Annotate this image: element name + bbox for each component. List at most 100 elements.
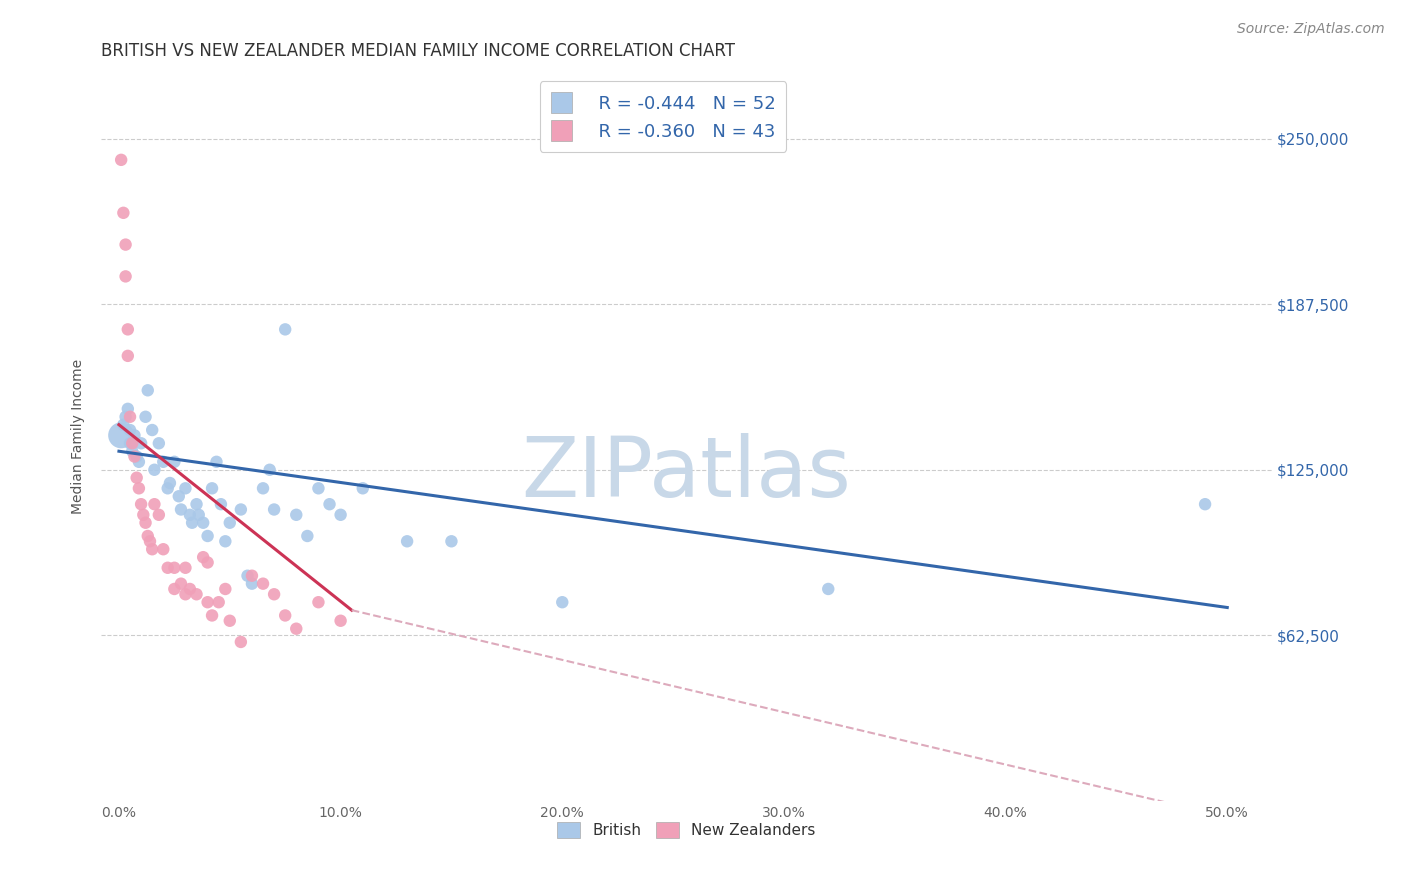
- Point: [187, 508, 209, 522]
- Point: [193, 550, 215, 565]
- Point: [163, 455, 186, 469]
- Point: [186, 587, 208, 601]
- Point: [156, 481, 179, 495]
- Point: [252, 481, 274, 495]
- Point: [114, 269, 136, 284]
- Point: [139, 534, 162, 549]
- Point: [141, 423, 163, 437]
- Point: [285, 508, 308, 522]
- Point: [214, 534, 236, 549]
- Point: [307, 481, 329, 495]
- Point: [118, 423, 141, 437]
- Point: [240, 568, 263, 582]
- Point: [110, 153, 132, 167]
- Point: [135, 409, 157, 424]
- Point: [274, 322, 297, 336]
- Point: [128, 455, 150, 469]
- Point: [201, 481, 224, 495]
- Point: [186, 497, 208, 511]
- Point: [135, 516, 157, 530]
- Point: [136, 384, 159, 398]
- Point: [112, 206, 135, 220]
- Point: [148, 436, 170, 450]
- Legend: British, New Zealanders: British, New Zealanders: [551, 816, 823, 844]
- Point: [197, 529, 219, 543]
- Point: [152, 455, 174, 469]
- Point: [129, 436, 152, 450]
- Point: [218, 516, 240, 530]
- Point: [551, 595, 574, 609]
- Point: [124, 450, 146, 464]
- Point: [132, 508, 155, 522]
- Point: [110, 428, 132, 442]
- Point: [128, 481, 150, 495]
- Point: [201, 608, 224, 623]
- Point: [174, 587, 197, 601]
- Point: [297, 529, 319, 543]
- Point: [274, 608, 297, 623]
- Text: ZIPatlas: ZIPatlas: [522, 433, 852, 514]
- Text: Source: ZipAtlas.com: Source: ZipAtlas.com: [1237, 22, 1385, 37]
- Point: [129, 497, 152, 511]
- Point: [318, 497, 340, 511]
- Point: [205, 455, 228, 469]
- Point: [209, 497, 232, 511]
- Point: [285, 622, 308, 636]
- Point: [229, 635, 252, 649]
- Point: [118, 436, 141, 450]
- Point: [167, 489, 190, 503]
- Point: [174, 561, 197, 575]
- Point: [143, 497, 166, 511]
- Point: [117, 401, 139, 416]
- Point: [197, 556, 219, 570]
- Point: [193, 516, 215, 530]
- Point: [136, 529, 159, 543]
- Point: [259, 463, 281, 477]
- Point: [170, 502, 193, 516]
- Point: [352, 481, 374, 495]
- Point: [208, 595, 231, 609]
- Point: [148, 508, 170, 522]
- Point: [112, 417, 135, 432]
- Point: [156, 561, 179, 575]
- Point: [1194, 497, 1216, 511]
- Point: [114, 409, 136, 424]
- Point: [236, 568, 259, 582]
- Y-axis label: Median Family Income: Median Family Income: [72, 359, 86, 514]
- Point: [117, 322, 139, 336]
- Point: [125, 471, 148, 485]
- Point: [440, 534, 463, 549]
- Point: [179, 582, 201, 596]
- Point: [163, 582, 186, 596]
- Point: [143, 463, 166, 477]
- Point: [159, 475, 181, 490]
- Point: [240, 576, 263, 591]
- Point: [141, 542, 163, 557]
- Point: [179, 508, 201, 522]
- Point: [125, 450, 148, 464]
- Point: [181, 516, 204, 530]
- Point: [396, 534, 419, 549]
- Point: [329, 614, 352, 628]
- Point: [117, 349, 139, 363]
- Point: [263, 502, 285, 516]
- Point: [214, 582, 236, 596]
- Point: [121, 444, 143, 458]
- Point: [163, 561, 186, 575]
- Point: [114, 237, 136, 252]
- Point: [229, 502, 252, 516]
- Point: [124, 428, 146, 442]
- Point: [121, 436, 143, 450]
- Point: [118, 409, 141, 424]
- Point: [817, 582, 839, 596]
- Point: [218, 614, 240, 628]
- Point: [152, 542, 174, 557]
- Point: [252, 576, 274, 591]
- Point: [329, 508, 352, 522]
- Point: [197, 595, 219, 609]
- Point: [170, 576, 193, 591]
- Point: [263, 587, 285, 601]
- Point: [174, 481, 197, 495]
- Point: [307, 595, 329, 609]
- Text: BRITISH VS NEW ZEALANDER MEDIAN FAMILY INCOME CORRELATION CHART: BRITISH VS NEW ZEALANDER MEDIAN FAMILY I…: [101, 42, 735, 60]
